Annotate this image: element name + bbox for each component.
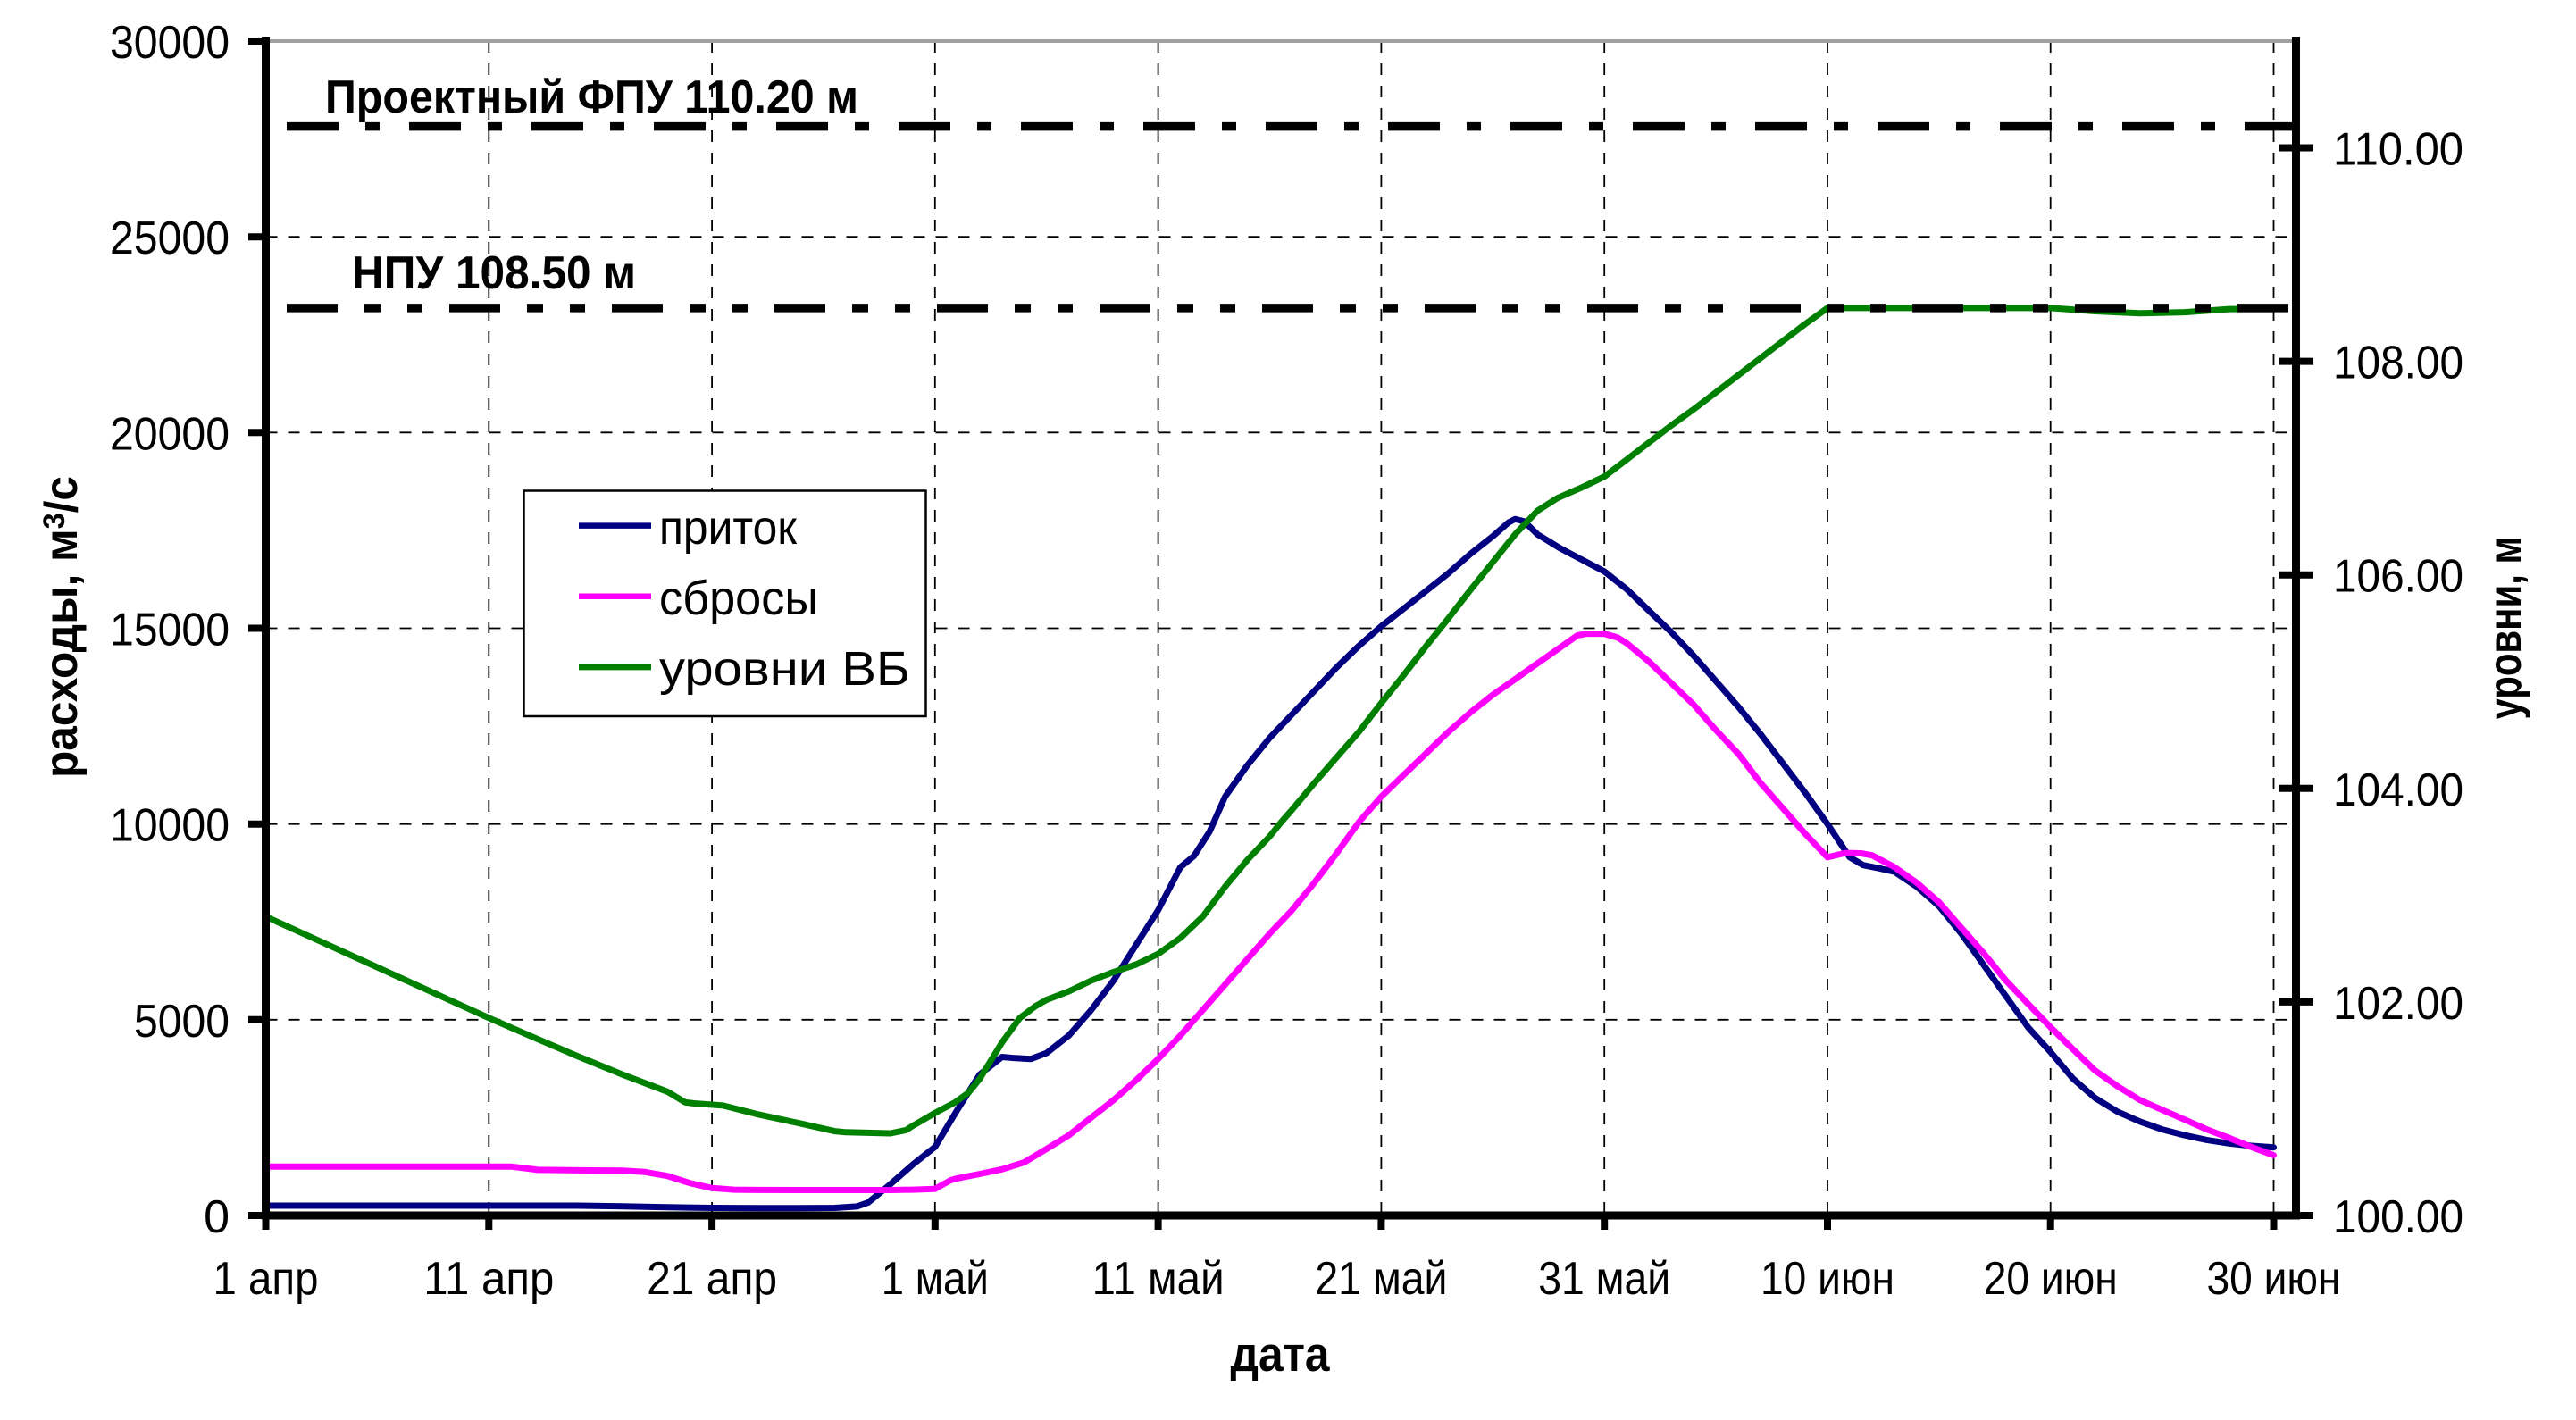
svg-text:21 апр: 21 апр	[647, 1253, 777, 1305]
svg-text:0: 0	[204, 1191, 230, 1243]
svg-text:10000: 10000	[110, 800, 230, 852]
svg-text:106.00: 106.00	[2333, 551, 2463, 603]
svg-text:приток: приток	[659, 501, 797, 555]
svg-text:1 апр: 1 апр	[213, 1253, 319, 1305]
svg-text:11 апр: 11 апр	[423, 1253, 554, 1305]
svg-text:20 июн: 20 июн	[1984, 1253, 2118, 1305]
svg-text:Проектный ФПУ 110.20 м: Проектный ФПУ 110.20 м	[325, 71, 858, 123]
svg-text:110.00: 110.00	[2333, 124, 2463, 176]
svg-text:сбросы: сбросы	[659, 572, 818, 625]
svg-text:100.00: 100.00	[2333, 1191, 2463, 1243]
svg-text:уровни ВБ: уровни ВБ	[659, 642, 910, 696]
svg-text:1 май: 1 май	[882, 1253, 989, 1305]
svg-text:11 май: 11 май	[1092, 1253, 1225, 1305]
svg-text:30000: 30000	[110, 17, 230, 69]
svg-text:31 май: 31 май	[1538, 1253, 1670, 1305]
svg-text:5000: 5000	[134, 996, 230, 1048]
svg-text:20000: 20000	[110, 408, 230, 460]
svg-text:НПУ 108.50 м: НПУ 108.50 м	[352, 247, 636, 299]
svg-text:дата: дата	[1231, 1326, 1330, 1382]
svg-text:15000: 15000	[110, 605, 230, 656]
svg-text:25000: 25000	[110, 213, 230, 264]
svg-text:102.00: 102.00	[2333, 978, 2463, 1030]
svg-text:108.00: 108.00	[2333, 338, 2463, 389]
svg-text:104.00: 104.00	[2333, 764, 2463, 816]
svg-text:21 май: 21 май	[1315, 1253, 1447, 1305]
svg-text:30 июн: 30 июн	[2207, 1253, 2341, 1305]
svg-text:10 июн: 10 июн	[1761, 1253, 1894, 1305]
svg-text:уровни, м: уровни, м	[2480, 537, 2531, 720]
